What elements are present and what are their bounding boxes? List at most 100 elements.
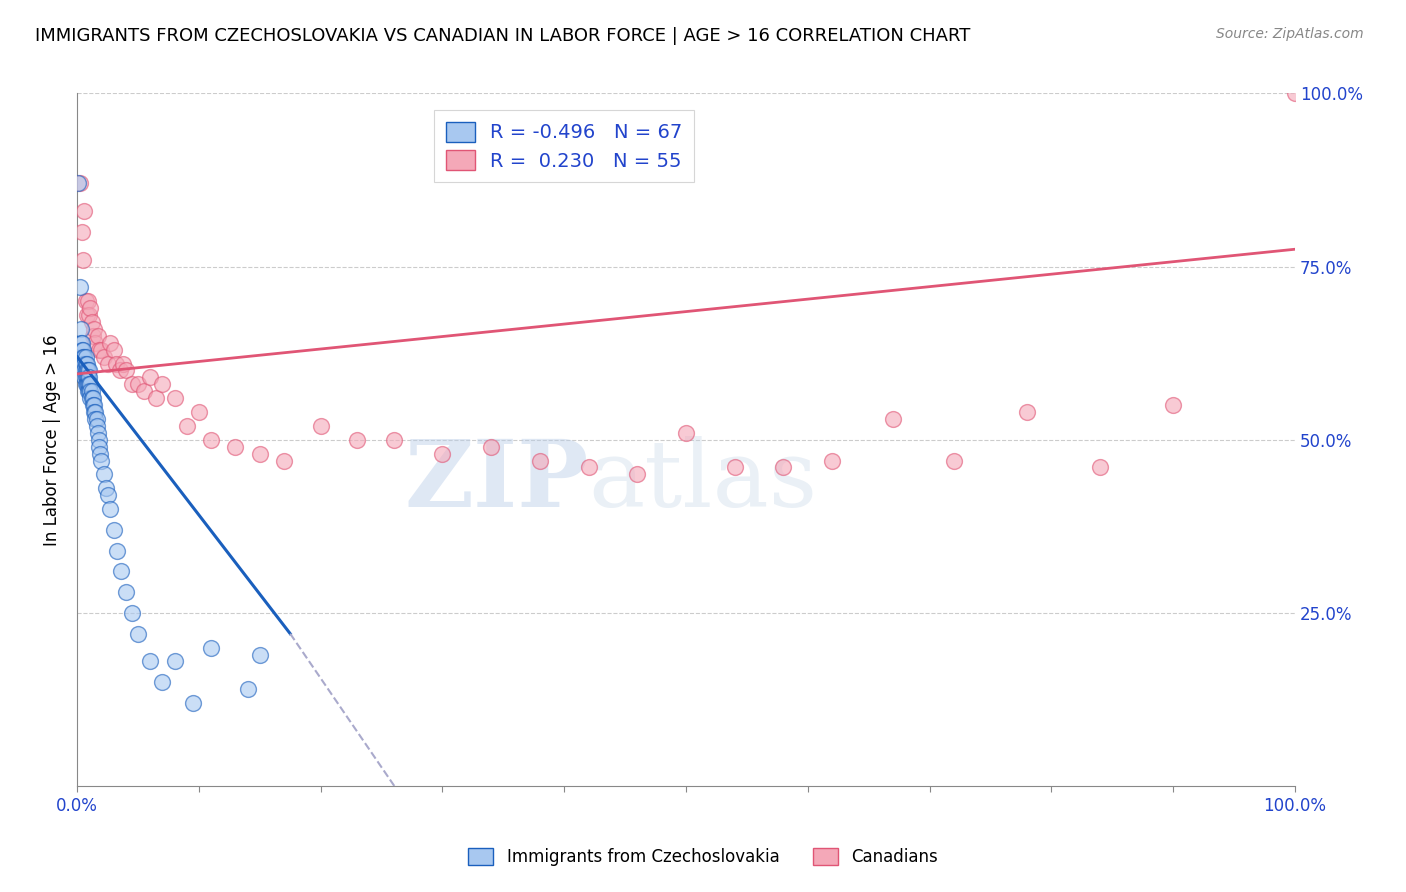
Point bbox=[72, 252, 94, 267]
Point bbox=[73, 363, 96, 377]
Point bbox=[121, 377, 143, 392]
Point bbox=[87, 328, 110, 343]
Point bbox=[72, 363, 94, 377]
Point bbox=[87, 433, 110, 447]
Point bbox=[105, 543, 128, 558]
Point bbox=[139, 370, 162, 384]
Point bbox=[176, 418, 198, 433]
Point bbox=[79, 384, 101, 399]
Legend: R = -0.496   N = 67, R =  0.230   N = 55: R = -0.496 N = 67, R = 0.230 N = 55 bbox=[434, 110, 695, 182]
Point bbox=[529, 453, 551, 467]
Point bbox=[479, 440, 502, 454]
Point bbox=[73, 350, 96, 364]
Legend: Immigrants from Czechoslovakia, Canadians: Immigrants from Czechoslovakia, Canadian… bbox=[461, 841, 945, 873]
Point bbox=[79, 301, 101, 315]
Point bbox=[77, 384, 100, 399]
Point bbox=[76, 308, 98, 322]
Point bbox=[70, 225, 93, 239]
Point bbox=[112, 357, 135, 371]
Point bbox=[76, 377, 98, 392]
Point bbox=[309, 418, 332, 433]
Point bbox=[98, 335, 121, 350]
Point bbox=[75, 377, 97, 392]
Point bbox=[76, 370, 98, 384]
Point bbox=[181, 696, 204, 710]
Point bbox=[103, 343, 125, 357]
Point bbox=[72, 357, 94, 371]
Text: ZIP: ZIP bbox=[405, 436, 589, 526]
Point bbox=[84, 405, 107, 419]
Point bbox=[69, 177, 91, 191]
Point bbox=[273, 453, 295, 467]
Point bbox=[249, 648, 271, 662]
Point bbox=[90, 343, 112, 357]
Point bbox=[73, 204, 96, 219]
Point bbox=[77, 363, 100, 377]
Point bbox=[80, 384, 103, 399]
Point bbox=[249, 447, 271, 461]
Point bbox=[80, 315, 103, 329]
Point bbox=[82, 328, 104, 343]
Point bbox=[163, 655, 186, 669]
Point bbox=[73, 370, 96, 384]
Point bbox=[84, 412, 107, 426]
Y-axis label: In Labor Force | Age > 16: In Labor Force | Age > 16 bbox=[44, 334, 60, 546]
Point bbox=[93, 350, 115, 364]
Point bbox=[75, 357, 97, 371]
Point bbox=[432, 447, 454, 461]
Point bbox=[224, 440, 246, 454]
Point bbox=[70, 343, 93, 357]
Point bbox=[86, 418, 108, 433]
Point bbox=[578, 460, 600, 475]
Point bbox=[96, 488, 118, 502]
Point bbox=[77, 370, 100, 384]
Point bbox=[200, 433, 222, 447]
Point bbox=[1161, 398, 1184, 412]
Point bbox=[110, 565, 132, 579]
Point bbox=[346, 433, 368, 447]
Point bbox=[75, 350, 97, 364]
Point bbox=[96, 481, 118, 495]
Point bbox=[77, 377, 100, 392]
Point bbox=[83, 398, 105, 412]
Point bbox=[77, 294, 100, 309]
Point bbox=[75, 370, 97, 384]
Point bbox=[82, 391, 104, 405]
Point bbox=[77, 363, 100, 377]
Point bbox=[114, 363, 136, 377]
Point bbox=[382, 433, 405, 447]
Point bbox=[163, 391, 186, 405]
Point bbox=[87, 425, 110, 440]
Point bbox=[127, 626, 149, 640]
Point bbox=[76, 363, 98, 377]
Point bbox=[90, 453, 112, 467]
Point bbox=[772, 460, 794, 475]
Point bbox=[943, 453, 966, 467]
Point bbox=[236, 682, 259, 697]
Point bbox=[83, 322, 105, 336]
Point bbox=[69, 335, 91, 350]
Point bbox=[724, 460, 747, 475]
Point bbox=[84, 335, 107, 350]
Point bbox=[882, 412, 904, 426]
Point bbox=[77, 384, 100, 399]
Point bbox=[821, 453, 844, 467]
Point bbox=[96, 357, 118, 371]
Point bbox=[114, 585, 136, 599]
Point bbox=[72, 350, 94, 364]
Point bbox=[87, 343, 110, 357]
Point bbox=[93, 467, 115, 482]
Point bbox=[72, 343, 94, 357]
Point bbox=[83, 405, 105, 419]
Point bbox=[79, 391, 101, 405]
Point bbox=[675, 425, 697, 440]
Point bbox=[73, 357, 96, 371]
Text: atlas: atlas bbox=[589, 436, 818, 526]
Point bbox=[103, 523, 125, 537]
Point bbox=[139, 655, 162, 669]
Point bbox=[79, 377, 101, 392]
Point bbox=[87, 440, 110, 454]
Point bbox=[150, 675, 173, 690]
Point bbox=[75, 363, 97, 377]
Point bbox=[132, 384, 155, 399]
